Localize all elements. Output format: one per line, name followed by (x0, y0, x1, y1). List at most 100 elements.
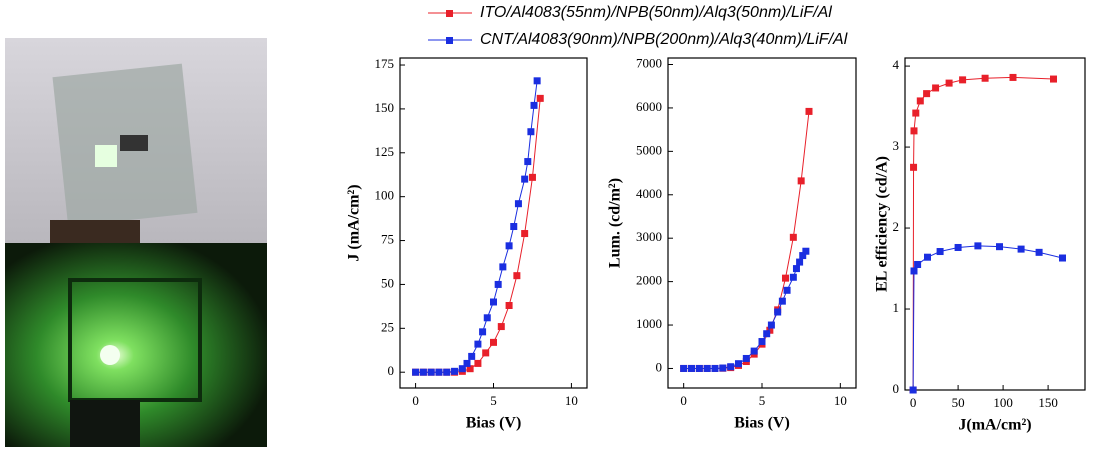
data-point (1009, 73, 1017, 81)
data-point (767, 321, 775, 329)
data-point (483, 314, 491, 322)
data-point (778, 297, 786, 305)
x-axis-label: Bias (V) (734, 415, 790, 432)
data-point (789, 233, 797, 241)
y-tick-label: 5000 (636, 142, 662, 157)
plot-frame (399, 57, 588, 389)
data-point (521, 175, 529, 183)
data-point (936, 248, 944, 256)
data-point (916, 97, 924, 105)
y-tick-label: 3000 (636, 229, 662, 244)
y-tick-label: 25 (381, 319, 394, 334)
plot-frame (904, 57, 1086, 391)
data-point (443, 368, 451, 376)
data-point (802, 247, 810, 255)
data-point (959, 76, 967, 84)
x-tick-label: 10 (565, 393, 578, 408)
data-point (742, 354, 750, 362)
y-axis-label: J (mA/cm²) (346, 184, 363, 261)
data-point (954, 243, 962, 251)
data-point (474, 340, 482, 348)
data-point (479, 328, 487, 336)
data-point (510, 223, 518, 231)
legend-marker (446, 10, 453, 17)
data-point (981, 74, 989, 82)
data-point (536, 94, 544, 102)
series-line (912, 245, 1063, 391)
x-tick-label: 5 (490, 393, 497, 408)
series-line (912, 76, 1054, 391)
data-point (727, 363, 735, 371)
y-axis-label: EL efficiency (cd/A) (874, 156, 891, 292)
y-tick-label: 175 (375, 56, 395, 71)
data-point (996, 243, 1003, 251)
y-tick-label: 125 (375, 144, 395, 159)
y-tick-label: 2 (893, 219, 900, 234)
data-point (419, 368, 427, 376)
data-point (530, 101, 538, 109)
legend-label: ITO/Al4083(55nm)/NPB(50nm)/Alq3(50nm)/Li… (480, 4, 832, 21)
data-point (1035, 248, 1043, 256)
x-axis-label: Bias (V) (466, 415, 522, 432)
y-tick-label: 0 (893, 381, 900, 396)
data-point (524, 158, 532, 166)
data-point (468, 352, 476, 360)
data-point (514, 200, 522, 208)
y-tick-label: 6000 (636, 99, 662, 114)
y-tick-label: 0 (656, 359, 663, 374)
data-point (799, 252, 807, 260)
data-point (711, 364, 719, 372)
data-point (914, 260, 922, 268)
y-tick-label: 150 (375, 100, 395, 115)
data-point (513, 272, 521, 280)
legend-marker (446, 37, 453, 44)
data-point (703, 364, 711, 372)
data-point (719, 364, 727, 372)
data-point (680, 364, 688, 372)
data-point (796, 258, 804, 266)
data-point (528, 173, 536, 181)
y-tick-label: 2000 (636, 273, 662, 288)
x-tick-label: 0 (412, 393, 419, 408)
data-point (533, 77, 541, 85)
series-line (415, 80, 538, 373)
y-tick-label: 3 (893, 138, 900, 153)
data-point (763, 330, 771, 338)
data-point (1050, 75, 1057, 83)
data-point (494, 280, 502, 288)
data-point (412, 368, 420, 376)
data-point (910, 127, 918, 135)
data-point (789, 273, 797, 281)
legend-label: CNT/Al4083(90nm)/NPB(200nm)/Alq3(40nm)/L… (480, 31, 848, 48)
data-point (782, 274, 789, 282)
data-point (695, 364, 703, 372)
x-tick-label: 100 (993, 395, 1013, 410)
x-tick-label: 0 (680, 393, 687, 408)
data-point (910, 267, 918, 275)
data-point (932, 84, 940, 92)
y-tick-label: 50 (381, 275, 394, 290)
data-point (427, 368, 435, 376)
legend: ITO/Al4083(55nm)/NPB(50nm)/Alq3(50nm)/Li… (428, 4, 848, 48)
x-axis-label: J(mA/cm²) (958, 417, 1031, 434)
data-point (924, 253, 931, 261)
data-point (505, 242, 513, 250)
x-tick-label: 5 (759, 393, 766, 408)
x-tick-label: 150 (1038, 395, 1058, 410)
data-point (909, 386, 917, 394)
data-point (499, 263, 507, 271)
x-tick-label: 0 (910, 395, 917, 410)
y-tick-label: 0 (388, 363, 395, 378)
data-point (797, 177, 805, 185)
data-point (1059, 254, 1066, 262)
data-point (945, 79, 953, 87)
data-point (497, 323, 505, 331)
data-point (474, 359, 482, 367)
y-tick-label: 1000 (636, 316, 662, 331)
data-point (466, 365, 474, 373)
x-tick-label: 50 (952, 395, 965, 410)
y-tick-label: 7000 (636, 55, 662, 70)
data-point (527, 128, 535, 136)
data-point (458, 365, 466, 373)
